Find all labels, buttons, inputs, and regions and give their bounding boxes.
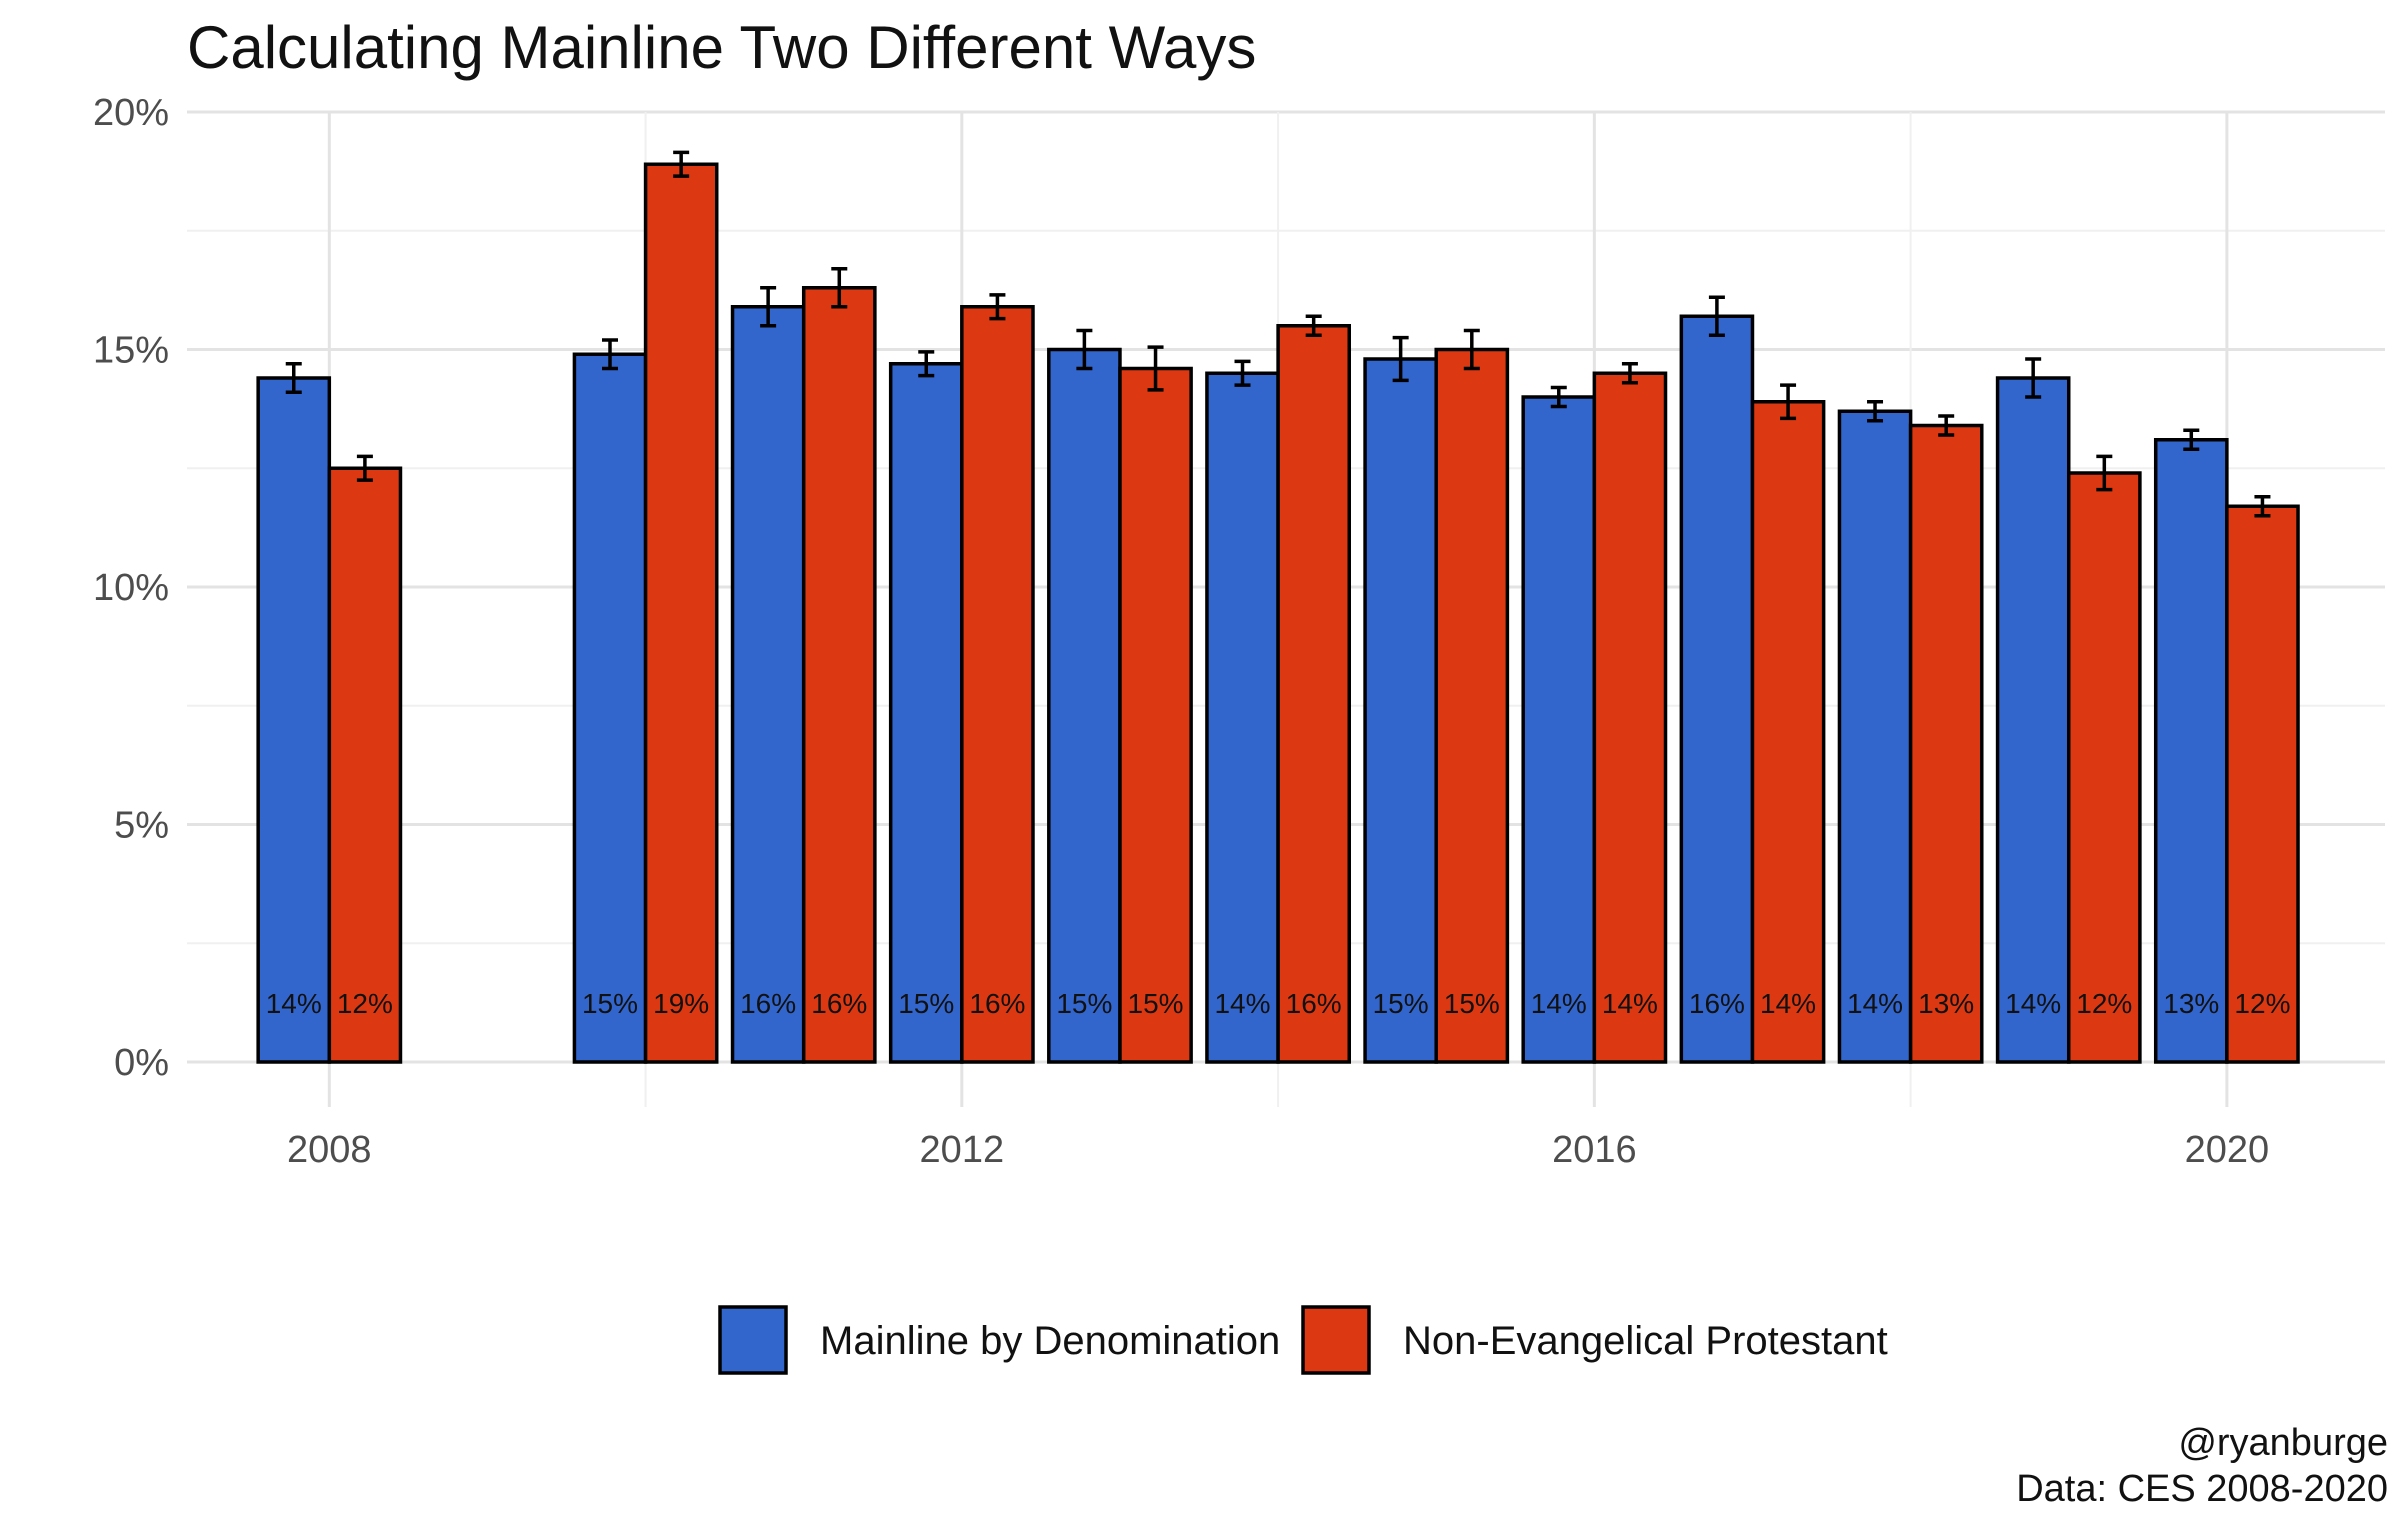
x-tick-label: 2020 [2185,1129,2270,1171]
bar-label: 16% [740,988,796,1019]
bar [801,286,877,1064]
bar-label: 15% [1373,988,1429,1019]
y-tick-label: 20% [93,92,169,134]
x-tick-label: 2008 [287,1129,372,1171]
bar-label: 19% [653,988,709,1019]
bar-label: 15% [1056,988,1112,1019]
bar [1205,371,1280,1064]
bar-label: 14% [1214,988,1270,1019]
bar-label: 13% [1918,988,1974,1019]
legend-label: Non-Evangelical Protestant [1403,1319,1888,1363]
bar-label: 14% [1847,988,1903,1019]
bar [960,305,1035,1064]
bar [256,376,332,1064]
bar [572,352,648,1064]
bar [1750,400,1826,1064]
legend-swatch [1301,1305,1371,1375]
bar-label: 12% [337,988,393,1019]
caption-line: @ryanburge [2178,1422,2388,1464]
bar [1521,395,1597,1064]
axes: 0% 5% 10% 15% 20% 2008 2012 2016 2020 [93,92,2269,1171]
legend-label: Mainline by Denomination [820,1319,1280,1363]
bar-label: 14% [1760,988,1816,1019]
bar [1434,347,1510,1064]
bar-label: 16% [1689,988,1745,1019]
bars: 14% 12% 15% 19% 16% 16% 15% 16% 15% 15% 14% 16% 15% 1… [256,150,2300,1064]
bar-label: 14% [2005,988,2061,1019]
legend: Mainline by Denomination Non-Evangelical … [718,1305,1888,1375]
bar [1363,357,1438,1064]
bar-label: 14% [266,988,322,1019]
bar-label: 16% [969,988,1025,1019]
bar-label: 12% [2234,988,2290,1019]
bar-label: 16% [1286,988,1342,1019]
y-tick-label: 15% [93,330,169,372]
bar-label: 15% [898,988,954,1019]
caption-line: Data: CES 2008-2020 [2016,1468,2388,1510]
bar [1118,366,1193,1064]
bar-label: 16% [811,988,867,1019]
bar-label: 14% [1531,988,1587,1019]
bar [2153,438,2229,1064]
y-tick-label: 10% [93,567,169,609]
bar [1679,314,1755,1064]
bar [1837,409,1913,1064]
bar-label: 13% [2163,988,2219,1019]
bar [730,305,806,1064]
bar-label: 15% [1128,988,1184,1019]
bar-label: 12% [2076,988,2132,1019]
bar [2225,504,2300,1064]
bar [1047,347,1122,1064]
bar [327,466,403,1064]
bar [1995,376,2071,1064]
bar [1276,324,1352,1064]
x-tick-label: 2016 [1552,1129,1637,1171]
bar-label: 15% [582,988,638,1019]
y-tick-label: 5% [114,805,169,847]
x-tick-label: 2012 [920,1129,1005,1171]
bar [1592,371,1668,1064]
y-tick-label: 0% [114,1042,169,1084]
bar [2066,471,2142,1064]
chart-title: Calculating Mainline Two Different Ways [187,14,1256,81]
legend-swatch [718,1305,788,1375]
bar-label: 15% [1444,988,1500,1019]
bar-label: 14% [1602,988,1658,1019]
bar [888,362,964,1064]
bar [643,162,719,1064]
bar [1908,423,1984,1064]
